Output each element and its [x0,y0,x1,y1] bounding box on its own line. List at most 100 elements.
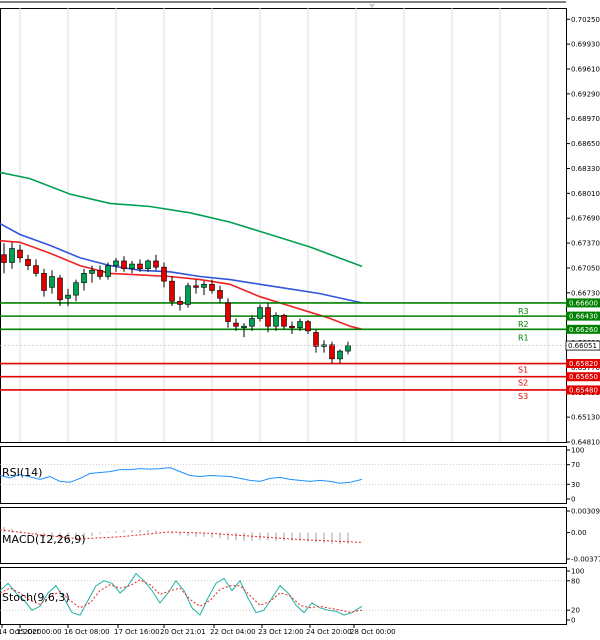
candle-bull [113,260,119,266]
candle-bull [9,248,15,263]
x-tick-label: 16 Oct 08:00 [64,628,110,636]
candle-bull [65,294,71,299]
candle-bull [257,307,263,319]
price-y-tick-label: 0.67370 [571,240,600,248]
candle-bear [33,265,39,274]
shift-marker-icon [369,4,375,8]
level-price-box [566,385,600,395]
stoch-y-tick-label: 0 [571,617,575,625]
x-tick-label: 22 Oct 04:00 [210,628,256,636]
level-price-label: 0.66260 [569,326,598,334]
level-price-box [566,324,600,334]
candle-bear [137,263,143,270]
candle-bull [81,273,87,283]
x-tick-label: 28 Oct 00:00 [350,628,396,636]
level-price-label: 0.66430 [569,313,598,321]
candle-bear [313,332,319,347]
rsi-y-tick-label: 30 [571,481,580,489]
candle-bull [241,325,247,329]
price-y-tick-label: 0.68650 [571,140,600,148]
candle-bear [25,259,31,266]
rsi-y-tick-label: 0 [571,496,575,504]
level-label-s1: S1 [518,366,528,375]
panel-frame-price [0,8,567,443]
candle-bull [129,263,135,270]
candle-bull [105,265,111,277]
x-tick-label: 24 Oct 20:00 [306,628,352,636]
stoch-y-tick-label: 20 [571,607,580,615]
price-y-tick-label: 0.67690 [571,215,600,223]
macd-signal-line [0,529,363,543]
candle-bull [337,350,343,360]
level-price-box [566,372,600,382]
moving-average-line-0 [0,171,363,268]
current-price-box [565,340,600,351]
price-y-tick-label: 0.67050 [571,264,600,272]
level-label-s2: S2 [518,379,528,388]
x-tick-label: 15 Oct 00:00 [16,628,62,636]
macd-label: MACD(12,26,9) [2,533,86,546]
rsi-line [0,467,363,484]
price-y-tick-label: 0.68970 [571,115,600,123]
candle-bear [289,325,295,329]
candle-bull [73,282,79,296]
price-y-tick-label: 0.69290 [571,90,600,98]
candle-bull [345,345,351,352]
candle-bear [233,322,239,327]
candle-bear [305,321,311,332]
candle-bear [225,302,231,322]
macd-y-tick-label: -0.003776 [571,556,600,564]
candle-bull [297,321,303,329]
candle-bear [177,301,183,305]
x-tick-label: 20 Oct 21:01 [160,628,206,636]
candle-bear [57,277,63,301]
moving-average-line-1 [0,222,363,304]
price-y-tick-label: 0.65130 [571,414,600,422]
level-price-box [566,311,600,321]
price-y-tick-label: 0.69930 [571,41,600,49]
candle-bear [209,283,215,291]
level-label-r3: R3 [518,307,529,316]
candle-bear [193,285,199,288]
level-label-r2: R2 [518,320,529,329]
level-label-s3: S3 [518,392,528,401]
level-price-box [566,359,600,369]
level-price-box [566,298,600,308]
panel-frame-rsi [0,446,567,504]
candle-bear [153,260,159,268]
candle-bull [273,315,279,327]
price-y-tick-label: 0.66730 [571,289,600,297]
candle-bear [97,269,103,277]
price-y-tick-label: 0.69610 [571,66,600,74]
current-price-label: 0.66051 [568,342,597,350]
candle-bull [49,276,55,288]
candle-bull [185,285,191,305]
stoch-y-tick-label: 100 [571,568,584,576]
candle-bear [265,307,271,327]
macd-y-tick-label: 0.00 [571,529,587,537]
candle-bear [1,254,7,263]
macd-y-tick-label: 0.003093 [571,508,600,516]
level-price-label: 0.65480 [569,386,598,394]
candle-bull [201,283,207,288]
rsi-y-tick-label: 100 [571,447,584,455]
x-tick-label: 23 Oct 12:00 [258,628,304,636]
candle-bull [249,318,255,327]
level-price-label: 0.65820 [569,360,598,368]
candle-bear [329,344,335,360]
candle-bear [41,273,47,291]
price-y-tick-label: 0.68010 [571,190,600,198]
price-y-tick-label: 0.64810 [571,439,600,447]
rsi-label: RSI(14) [2,466,42,479]
candle-bear [281,315,287,327]
level-price-label: 0.65650 [569,373,598,381]
candle-bull [89,269,95,274]
candle-bear [169,280,175,302]
x-tick-label: 17 Oct 16:00 [114,628,160,636]
rsi-y-tick-label: 70 [571,461,580,469]
level-label-r1: R1 [518,333,529,342]
level-price-label: 0.66600 [569,299,598,307]
stoch-label: Stoch(9,6,3) [2,591,70,604]
